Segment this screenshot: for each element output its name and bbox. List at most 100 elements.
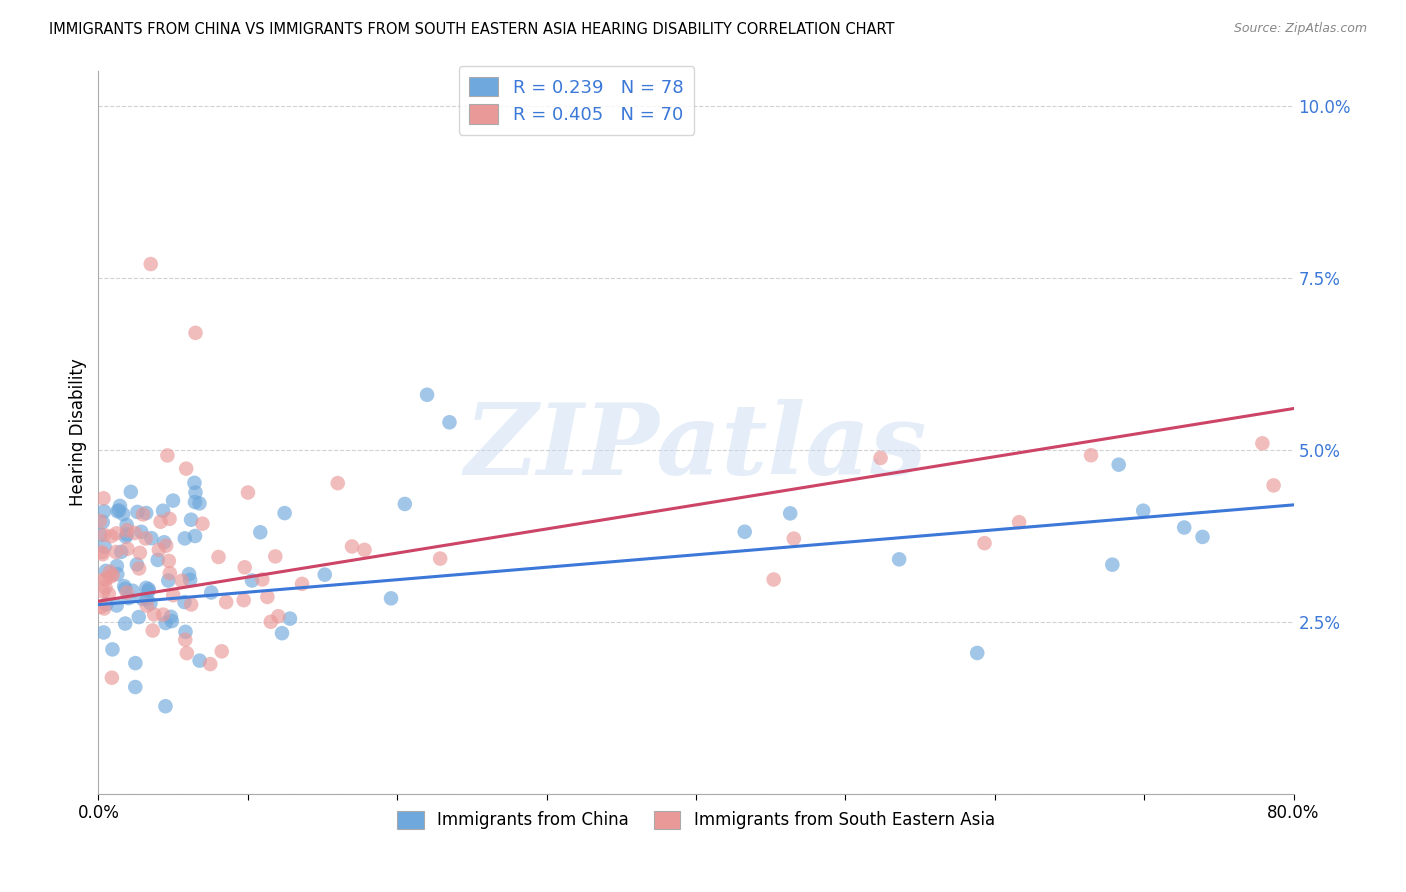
Point xyxy=(112,507,135,521)
Point xyxy=(162,493,184,508)
Point xyxy=(157,574,180,588)
Point xyxy=(115,517,138,532)
Point xyxy=(128,561,150,575)
Point xyxy=(110,545,132,559)
Point xyxy=(90,599,112,614)
Point xyxy=(142,624,165,638)
Point xyxy=(117,541,139,556)
Point xyxy=(101,671,124,685)
Point xyxy=(127,505,149,519)
Point xyxy=(124,526,146,541)
Point xyxy=(93,528,115,542)
Point xyxy=(256,590,278,604)
Point xyxy=(1132,504,1154,518)
Point xyxy=(160,610,183,624)
Point xyxy=(96,597,118,611)
Point xyxy=(135,581,157,595)
Point xyxy=(138,582,160,597)
Point xyxy=(157,554,180,568)
Point xyxy=(271,626,294,640)
Point xyxy=(177,567,200,582)
Text: IMMIGRANTS FROM CHINA VS IMMIGRANTS FROM SOUTH EASTERN ASIA HEARING DISABILITY C: IMMIGRANTS FROM CHINA VS IMMIGRANTS FROM… xyxy=(49,22,894,37)
Point xyxy=(132,508,155,522)
Point xyxy=(1173,520,1195,534)
Point xyxy=(128,546,150,560)
Point xyxy=(1101,558,1123,572)
Point xyxy=(141,531,163,545)
Point xyxy=(200,657,222,671)
Point xyxy=(115,523,138,537)
Point xyxy=(889,552,911,566)
Point xyxy=(176,646,198,660)
Point xyxy=(105,526,128,541)
Point xyxy=(100,529,122,543)
Point xyxy=(159,566,181,581)
Point xyxy=(104,545,127,559)
Point xyxy=(152,504,174,518)
Point xyxy=(173,532,195,546)
Point xyxy=(138,584,160,599)
Point xyxy=(973,536,995,550)
Point xyxy=(105,559,128,574)
Point xyxy=(162,588,184,602)
Point xyxy=(240,574,263,588)
Point xyxy=(233,560,256,574)
Point xyxy=(394,497,416,511)
Point xyxy=(180,598,202,612)
Point xyxy=(184,495,207,509)
Point xyxy=(1191,530,1213,544)
Point xyxy=(188,654,211,668)
Point xyxy=(1008,515,1031,529)
Point xyxy=(200,585,222,599)
Point xyxy=(207,549,229,564)
Point xyxy=(93,601,115,615)
Point xyxy=(94,573,117,587)
Point xyxy=(155,615,177,630)
Point xyxy=(326,476,349,491)
Point xyxy=(273,506,295,520)
Point xyxy=(314,567,336,582)
Point xyxy=(93,491,115,506)
Point xyxy=(264,549,287,564)
Point xyxy=(143,607,166,622)
Point xyxy=(129,524,152,539)
Point xyxy=(135,599,157,613)
Point xyxy=(91,584,114,599)
Point xyxy=(155,539,177,553)
Point xyxy=(173,595,195,609)
Text: Source: ZipAtlas.com: Source: ZipAtlas.com xyxy=(1233,22,1367,36)
Point xyxy=(1263,478,1285,492)
Y-axis label: Hearing Disability: Hearing Disability xyxy=(69,359,87,507)
Point xyxy=(124,680,146,694)
Point xyxy=(121,583,143,598)
Point xyxy=(159,512,181,526)
Legend: Immigrants from China, Immigrants from South Eastern Asia: Immigrants from China, Immigrants from S… xyxy=(391,804,1001,836)
Point xyxy=(340,540,363,554)
Point xyxy=(439,415,461,429)
Point xyxy=(183,475,205,490)
Point xyxy=(1080,448,1102,462)
Point xyxy=(93,625,115,640)
Point xyxy=(184,529,207,543)
Point xyxy=(155,699,177,714)
Point xyxy=(139,257,162,271)
Point xyxy=(115,527,138,541)
Point xyxy=(184,485,207,500)
Point xyxy=(93,504,115,518)
Point xyxy=(156,449,179,463)
Point xyxy=(89,527,111,541)
Point xyxy=(108,499,131,513)
Point xyxy=(149,515,172,529)
Point xyxy=(125,558,148,572)
Point xyxy=(232,593,254,607)
Point xyxy=(91,515,114,529)
Point xyxy=(101,642,124,657)
Point xyxy=(115,585,138,599)
Point xyxy=(353,542,375,557)
Point xyxy=(429,551,451,566)
Point xyxy=(90,545,112,559)
Point xyxy=(966,646,988,660)
Point xyxy=(252,573,274,587)
Point xyxy=(174,624,197,639)
Point xyxy=(114,616,136,631)
